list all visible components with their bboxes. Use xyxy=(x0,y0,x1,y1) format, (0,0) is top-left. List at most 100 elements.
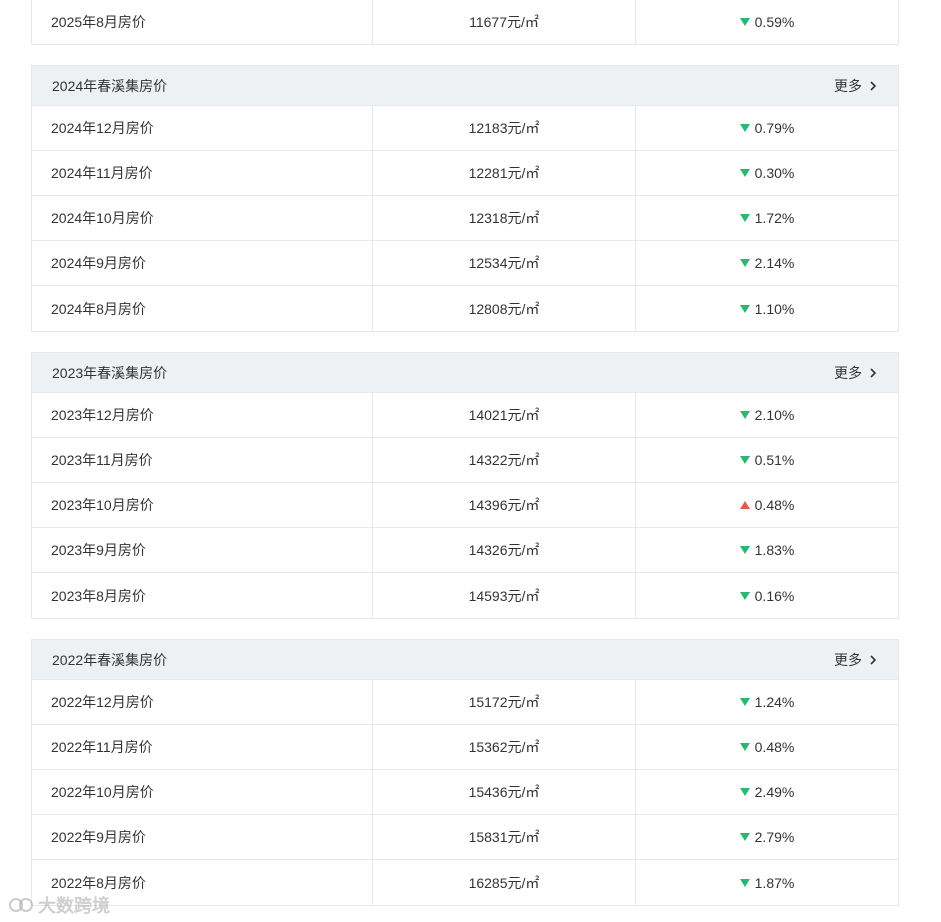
price-value: 15172元/㎡ xyxy=(373,680,636,724)
chevron-right-icon xyxy=(870,367,877,378)
month-label: 2023年12月房价 xyxy=(32,393,373,437)
change-value: 0.48% xyxy=(636,725,898,769)
down-arrow-icon xyxy=(739,833,750,841)
section-title: 2023年春溪集房价 xyxy=(52,364,168,381)
down-arrow-icon xyxy=(739,456,750,464)
month-label: 2022年12月房价 xyxy=(32,680,373,724)
price-value: 15831元/㎡ xyxy=(373,815,636,859)
change-percent: 0.48% xyxy=(754,497,795,513)
price-table-2024: 2024年春溪集房价 更多 2024年12月房价 12183元/㎡ 0.79% … xyxy=(31,65,899,332)
table-row: 2025年8月房价 11677元/㎡ 0.59% xyxy=(32,0,898,44)
table-row: 2023年12月房价 14021元/㎡ 2.10% xyxy=(32,393,898,438)
table-row: 2022年10月房价 15436元/㎡ 2.49% xyxy=(32,770,898,815)
down-arrow-icon xyxy=(739,591,750,600)
price-value: 14396元/㎡ xyxy=(373,483,636,527)
change-percent: 2.14% xyxy=(754,255,795,271)
more-label: 更多 xyxy=(834,651,862,668)
month-label: 2023年9月房价 xyxy=(32,528,373,572)
chevron-right-icon xyxy=(870,654,877,665)
change-value: 0.59% xyxy=(636,0,898,44)
month-label: 2024年9月房价 xyxy=(32,241,373,285)
more-label: 更多 xyxy=(834,77,862,94)
down-arrow-icon xyxy=(739,698,750,706)
price-value: 11677元/㎡ xyxy=(373,0,636,44)
down-arrow-icon xyxy=(739,788,750,796)
price-value: 15362元/㎡ xyxy=(373,725,636,769)
down-arrow-icon xyxy=(739,878,750,887)
month-label: 2024年8月房价 xyxy=(32,286,373,331)
price-value: 14326元/㎡ xyxy=(373,528,636,572)
month-label: 2022年10月房价 xyxy=(32,770,373,814)
section-header: 2024年春溪集房价 更多 xyxy=(32,66,898,106)
down-arrow-icon xyxy=(739,124,750,132)
change-value: 0.16% xyxy=(636,573,898,618)
change-value: 1.72% xyxy=(636,196,898,240)
table-row: 2022年11月房价 15362元/㎡ 0.48% xyxy=(32,725,898,770)
month-label: 2022年11月房价 xyxy=(32,725,373,769)
table-row: 2024年9月房价 12534元/㎡ 2.14% xyxy=(32,241,898,286)
table-row: 2024年8月房价 12808元/㎡ 1.10% xyxy=(32,286,898,331)
change-value: 1.24% xyxy=(636,680,898,724)
section-title: 2024年春溪集房价 xyxy=(52,77,168,94)
price-value: 14021元/㎡ xyxy=(373,393,636,437)
month-label: 2024年11月房价 xyxy=(32,151,373,195)
month-label: 2025年8月房价 xyxy=(32,0,373,44)
month-label: 2023年10月房价 xyxy=(32,483,373,527)
change-percent: 2.79% xyxy=(754,829,795,845)
change-percent: 1.83% xyxy=(754,542,795,558)
month-label: 2023年11月房价 xyxy=(32,438,373,482)
table-row: 2023年10月房价 14396元/㎡ 0.48% xyxy=(32,483,898,528)
section-title: 2022年春溪集房价 xyxy=(52,651,168,668)
change-percent: 0.30% xyxy=(754,165,795,181)
watermark: 大数跨境 xyxy=(8,892,110,918)
more-label: 更多 xyxy=(834,364,862,381)
price-value: 15436元/㎡ xyxy=(373,770,636,814)
change-value: 0.30% xyxy=(636,151,898,195)
down-arrow-icon xyxy=(739,411,750,419)
price-value: 12183元/㎡ xyxy=(373,106,636,150)
table-row: 2022年9月房价 15831元/㎡ 2.79% xyxy=(32,815,898,860)
change-value: 1.10% xyxy=(636,286,898,331)
price-value: 12318元/㎡ xyxy=(373,196,636,240)
change-value: 2.49% xyxy=(636,770,898,814)
change-percent: 2.49% xyxy=(754,784,795,800)
watermark-text: 大数跨境 xyxy=(38,896,110,916)
more-link[interactable]: 更多 xyxy=(834,650,878,670)
more-link[interactable]: 更多 xyxy=(834,76,878,96)
down-arrow-icon xyxy=(739,17,750,26)
brand-logo-icon xyxy=(9,898,33,912)
price-table-2025: 2025年8月房价 11677元/㎡ 0.59% xyxy=(31,0,899,45)
price-value: 12281元/㎡ xyxy=(373,151,636,195)
section-header: 2023年春溪集房价 更多 xyxy=(32,353,898,393)
table-row: 2022年12月房价 15172元/㎡ 1.24% xyxy=(32,680,898,725)
price-table-2022: 2022年春溪集房价 更多 2022年12月房价 15172元/㎡ 1.24% … xyxy=(31,639,899,906)
change-value: 0.51% xyxy=(636,438,898,482)
change-value: 0.48% xyxy=(636,483,898,527)
down-arrow-icon xyxy=(739,169,750,177)
month-label: 2024年12月房价 xyxy=(32,106,373,150)
change-value: 0.79% xyxy=(636,106,898,150)
month-label: 2024年10月房价 xyxy=(32,196,373,240)
change-percent: 1.87% xyxy=(754,874,795,891)
section-header: 2022年春溪集房价 更多 xyxy=(32,640,898,680)
month-label: 2022年9月房价 xyxy=(32,815,373,859)
change-percent: 0.79% xyxy=(754,120,795,136)
down-arrow-icon xyxy=(739,259,750,267)
down-arrow-icon xyxy=(739,214,750,222)
more-link[interactable]: 更多 xyxy=(834,363,878,383)
table-row: 2023年8月房价 14593元/㎡ 0.16% xyxy=(32,573,898,618)
change-percent: 1.10% xyxy=(754,300,795,317)
change-value: 2.10% xyxy=(636,393,898,437)
price-value: 14322元/㎡ xyxy=(373,438,636,482)
table-row: 2022年8月房价 16285元/㎡ 1.87% xyxy=(32,860,898,905)
change-value: 2.79% xyxy=(636,815,898,859)
change-value: 1.83% xyxy=(636,528,898,572)
price-table-2023: 2023年春溪集房价 更多 2023年12月房价 14021元/㎡ 2.10% … xyxy=(31,352,899,619)
table-row: 2024年11月房价 12281元/㎡ 0.30% xyxy=(32,151,898,196)
price-value: 12534元/㎡ xyxy=(373,241,636,285)
down-arrow-icon xyxy=(739,743,750,751)
table-row: 2023年9月房价 14326元/㎡ 1.83% xyxy=(32,528,898,573)
table-row: 2023年11月房价 14322元/㎡ 0.51% xyxy=(32,438,898,483)
change-percent: 0.48% xyxy=(754,739,795,755)
month-label: 2023年8月房价 xyxy=(32,573,373,618)
